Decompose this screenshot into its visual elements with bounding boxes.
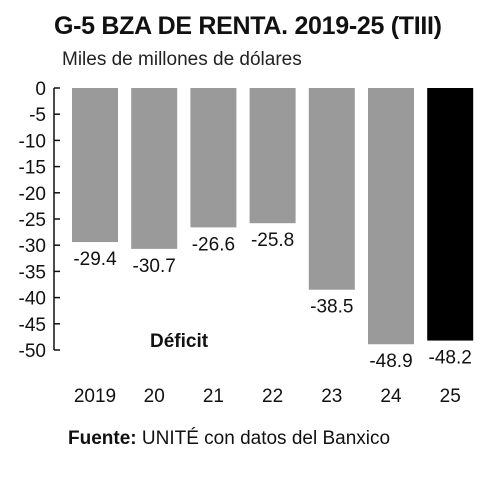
bar-22 xyxy=(249,88,296,224)
y-axis: 0 -5 -10 -15 -20 -25 -30 -35 -40 -45 -50 xyxy=(19,79,60,362)
source-note: Fuente: UNITÉ con datos del Banxico xyxy=(68,428,390,450)
y-tick-label: -35 xyxy=(19,262,46,283)
chart-title: G-5 BZA DE RENTA. 2019-25 (TIII) xyxy=(54,12,442,40)
deficit-annotation: Déficit xyxy=(150,331,209,352)
bar-2019 xyxy=(72,88,118,243)
x-tick-label-23: 23 xyxy=(321,386,342,407)
y-tick-label: 0 xyxy=(35,79,46,100)
x-tick-label-24: 24 xyxy=(380,386,402,407)
y-tick-label: -30 xyxy=(19,236,46,257)
x-tick-label-20: 20 xyxy=(144,386,165,407)
y-tick-label: -20 xyxy=(19,184,46,205)
x-tick-label-2019: 2019 xyxy=(74,386,116,407)
bar-20 xyxy=(131,88,178,249)
source-text: UNITÉ con datos del Banxico xyxy=(136,428,391,449)
bar-chart: 0 -5 -10 -15 -20 -25 -30 -35 -40 -45 -50 -29.4 -30.… xyxy=(19,79,474,407)
value-label-2019: -29.4 xyxy=(73,249,117,270)
x-tick-label-25: 25 xyxy=(440,386,461,407)
y-tick-label: -40 xyxy=(19,289,46,310)
value-label-20: -30.7 xyxy=(133,256,176,277)
y-tick-label: -45 xyxy=(19,315,46,336)
y-tick-label: -50 xyxy=(19,341,46,362)
bars xyxy=(72,88,474,345)
y-tick-label: -10 xyxy=(19,131,46,152)
x-tick-label-21: 21 xyxy=(203,386,224,407)
y-tick-label: -15 xyxy=(19,158,46,179)
bar-23 xyxy=(308,88,355,290)
value-label-25: -48.2 xyxy=(429,348,472,369)
value-labels: -29.4 -30.7 -26.6 -25.8 -38.5 -48.9 -48.2 xyxy=(73,230,472,372)
x-axis-labels: 2019 20 21 22 23 24 25 xyxy=(74,386,461,407)
chart-subtitle: Miles de millones de dólares xyxy=(62,49,302,70)
y-tick-label: -25 xyxy=(19,210,46,231)
value-label-24: -48.9 xyxy=(369,351,412,372)
bar-24 xyxy=(368,88,414,345)
value-label-22: -25.8 xyxy=(251,230,294,251)
x-tick-label-22: 22 xyxy=(262,386,283,407)
bar-25 xyxy=(427,88,474,341)
source-label: Fuente: xyxy=(68,428,137,449)
value-label-23: -38.5 xyxy=(310,297,353,318)
bar-21 xyxy=(190,88,237,228)
value-label-21: -26.6 xyxy=(192,234,235,255)
y-tick-label: -5 xyxy=(29,105,46,126)
